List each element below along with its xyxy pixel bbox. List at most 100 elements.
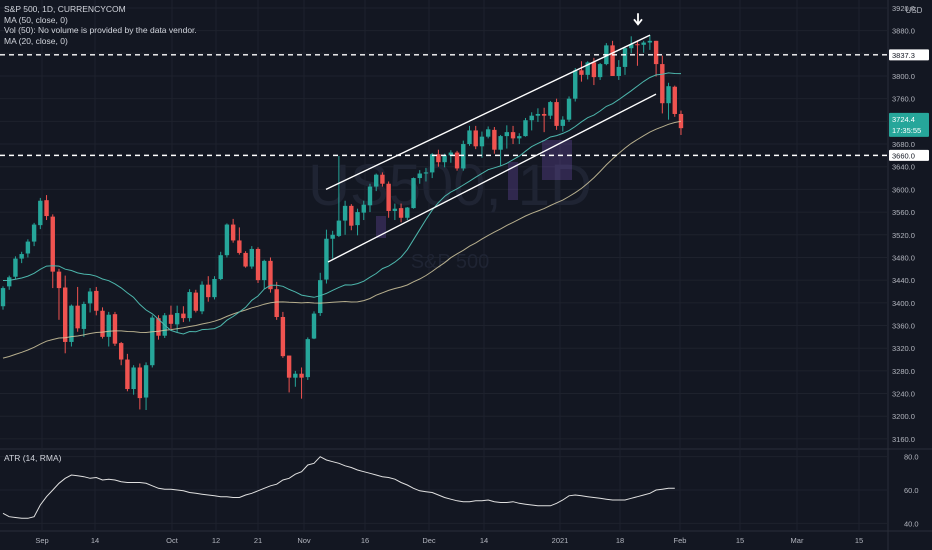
price-tick-label: 3200.0 (892, 412, 915, 421)
volume-legend[interactable]: Vol (50): No volume is provided by the d… (4, 25, 197, 35)
candle-body (137, 367, 143, 399)
watermark-symbol: US500, 1D (308, 153, 592, 218)
candle-body (13, 258, 18, 277)
resistance-price-label-bg (889, 49, 929, 61)
ma50-line (2, 120, 682, 359)
candle-body (678, 113, 684, 129)
candle-body (454, 152, 460, 169)
candle-body (417, 173, 422, 179)
support-price-label-bg (889, 149, 929, 161)
candle-body (305, 339, 310, 378)
candle-body (349, 205, 354, 226)
candle-body (181, 313, 186, 319)
time-tick-label: Feb (674, 536, 687, 545)
price-tick-label: 3600.0 (892, 185, 915, 194)
candle-body (529, 115, 534, 121)
candle-body (280, 317, 286, 357)
time-tick-label: 14 (91, 536, 99, 545)
time-tick-label: Sep (35, 536, 48, 545)
channel-upper-line (325, 34, 651, 191)
candle-body (523, 120, 528, 137)
candle-body (380, 174, 385, 184)
candle-body (573, 70, 578, 99)
atr-tick-label: 40.0 (904, 519, 919, 528)
candle-body (485, 129, 491, 137)
candles (0, 35, 684, 411)
candle-body (168, 314, 174, 324)
candle-body (38, 200, 43, 226)
candle-body (193, 292, 199, 311)
candle-body (218, 255, 223, 280)
ma50-legend[interactable]: MA (50, close, 0) (4, 14, 68, 25)
candle-body (118, 343, 124, 360)
currency-label: USD (906, 6, 923, 15)
candle-body (622, 48, 628, 67)
time-tick-label: 14 (480, 536, 488, 545)
time-tick-label: 12 (212, 536, 220, 545)
candle-body (541, 113, 547, 116)
candle-body (125, 359, 130, 390)
ma20-line (2, 72, 682, 335)
last-price-label: 3724.4 (892, 115, 915, 124)
candle-body (206, 284, 211, 298)
candle-body (249, 248, 254, 267)
candle-body (19, 254, 24, 259)
candle-body (7, 277, 12, 287)
candle-body (75, 305, 80, 329)
candle-body (262, 260, 267, 281)
atr-pane (2, 456, 675, 519)
price-tick-label: 3400.0 (892, 299, 915, 308)
highlight-boxes (376, 140, 572, 238)
candle-body (554, 102, 559, 126)
candle-body (535, 113, 541, 116)
candle-body (616, 66, 621, 76)
time-tick-label: 18 (616, 536, 624, 545)
time-tick-label: Mar (791, 536, 804, 545)
candle-body (0, 288, 6, 307)
candle-body (398, 208, 404, 218)
candle-body (473, 130, 478, 147)
candle-body (367, 186, 373, 206)
time-tick-label: 2021 (552, 536, 569, 545)
chart-legend: S&P 500, 1D, CURRENCYCOM MA (50, close, … (4, 4, 197, 46)
candle-body (268, 260, 273, 290)
countdown-label: 17:35:55 (892, 126, 921, 135)
candle-body (50, 216, 55, 272)
last-price-label-bg (889, 112, 929, 137)
time-tick-label: 16 (361, 536, 369, 545)
candle-body (224, 224, 230, 256)
highlight-box (542, 140, 572, 180)
price-tick-label: 3680.0 (892, 140, 915, 149)
drawings[interactable] (0, 13, 888, 263)
candle-body (131, 367, 136, 390)
candle-body (87, 291, 93, 304)
candle-body (510, 132, 516, 139)
time-axis[interactable]: Sep 14 Oct 12 21 Nov 16 Dec 14 2021 18 Feb 15 Mar 15 (35, 536, 863, 545)
candle-body (517, 136, 522, 139)
symbol-title[interactable]: S&P 500, 1D, CURRENCYCOM (4, 4, 126, 14)
candle-body (150, 317, 155, 366)
candle-body (274, 289, 279, 318)
candle-body (610, 45, 615, 76)
candle-body (666, 86, 671, 104)
candle-body (641, 42, 646, 45)
candle-body (566, 98, 572, 120)
time-tick-label: Oct (166, 536, 179, 545)
candle-body (230, 224, 236, 241)
candle-body (392, 208, 398, 211)
candle-body (436, 154, 441, 163)
candle-body (411, 178, 416, 209)
candle-body (286, 355, 292, 378)
price-axis[interactable]: 3160.0 3200.0 3240.0 3280.0 3320.0 3360.0 3400… (889, 4, 929, 528)
candle-body (374, 174, 379, 187)
price-tick-label: 3480.0 (892, 253, 915, 262)
down-arrow-icon (633, 13, 643, 26)
candle-body (31, 224, 37, 242)
price-tick-label: 3880.0 (892, 27, 915, 36)
candle-body (660, 64, 665, 104)
ma20-legend[interactable]: MA (20, close, 0) (4, 35, 68, 46)
price-tick-label: 3240.0 (892, 390, 915, 399)
candle-body (585, 62, 590, 75)
candle-body (81, 303, 87, 329)
